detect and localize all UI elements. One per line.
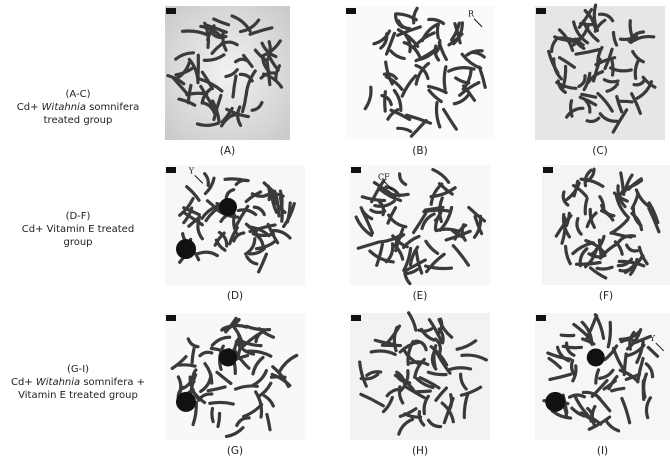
stain-blob: [176, 392, 196, 412]
panel-label: (E): [413, 290, 428, 302]
stain-blob: [545, 392, 565, 412]
chromosome: [225, 179, 246, 181]
chromosome: [437, 24, 438, 38]
chromosome: [210, 402, 233, 404]
group-text-part: Vitamin E treated group: [18, 390, 138, 401]
panel-label: (G): [227, 445, 243, 457]
chromosome: [597, 267, 612, 269]
panel-label: (H): [412, 445, 428, 457]
scale-bar: [536, 8, 546, 14]
group-text: treated group: [44, 115, 113, 126]
panel-label: (B): [412, 145, 427, 157]
panel-label: (F): [599, 290, 613, 302]
panel-label: (A): [220, 145, 235, 157]
group-text: Cd+ Witahnia somnifera +: [11, 377, 145, 388]
chromosome: [187, 93, 207, 94]
panel-label: (I): [597, 445, 608, 457]
annotation: Y: [188, 166, 195, 175]
group-text-part: treated group: [44, 115, 113, 126]
scale-bar: [166, 167, 176, 173]
group-text-part: group: [63, 237, 92, 248]
group-text-part: somnifera +: [80, 377, 145, 388]
chromosome: [571, 101, 572, 116]
group-text-part: Witahnia: [36, 377, 80, 388]
chromosome: [620, 101, 632, 102]
chromosome: [563, 346, 581, 347]
chromosome: [179, 365, 195, 366]
panel-label: (C): [592, 145, 608, 157]
annotation: Y: [649, 334, 656, 343]
chromosome: [218, 413, 220, 426]
group-text: Vitamin E treated group: [18, 390, 138, 401]
chromosome: [385, 92, 386, 111]
scale-bar: [536, 315, 546, 321]
chromosome: [280, 198, 282, 221]
annotation: R: [468, 10, 475, 19]
group-range: (D-F): [66, 211, 91, 222]
annotation: CF: [378, 172, 390, 181]
stain-blob: [587, 348, 605, 366]
scale-bar: [346, 8, 356, 14]
group-text: Cd+ Witahnia somnifera: [17, 102, 139, 113]
chromosome: [424, 210, 448, 211]
chromosome: [212, 409, 213, 422]
group-text: group: [63, 237, 92, 248]
chromosome: [643, 381, 644, 399]
chromosome: [624, 354, 626, 375]
micrograph: [542, 165, 670, 285]
chromosome: [561, 335, 573, 336]
figure: (A-C) Cd+ Witahnia somnifera treated group…: [0, 0, 670, 460]
scale-bar: [351, 315, 361, 321]
group-text-part: Cd+: [11, 377, 36, 388]
scale-bar: [166, 315, 176, 321]
group-text-part: Cd+: [17, 102, 42, 113]
group-text-part: Witahnia: [42, 102, 86, 113]
group-range: (A-C): [65, 89, 90, 100]
stain-blob: [219, 348, 237, 366]
chromosome: [444, 67, 446, 90]
stain-blob: [219, 198, 237, 216]
group-text-part: Cd+ Vitamin E treated: [22, 224, 134, 235]
group-range: (G-I): [67, 364, 89, 375]
scale-bar: [351, 167, 361, 173]
panel-label: (D): [227, 290, 243, 302]
scale-bar: [543, 167, 553, 173]
stain-blob: [176, 239, 196, 259]
chromosome: [192, 348, 194, 362]
scale-bar: [166, 8, 176, 14]
chromosome: [417, 391, 430, 392]
group-text-part: somnifera: [86, 102, 139, 113]
group-text: Cd+ Vitamin E treated: [22, 224, 134, 235]
chromosome: [581, 23, 595, 24]
